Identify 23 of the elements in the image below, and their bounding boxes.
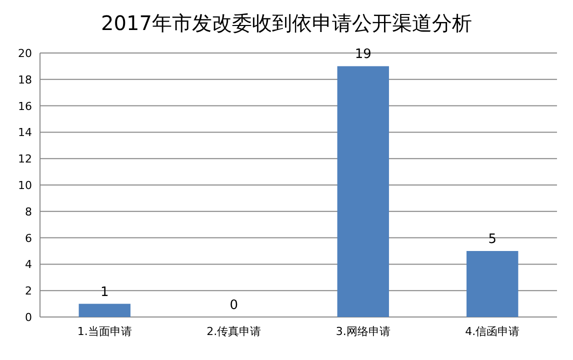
y-tick-label: 6 <box>25 232 32 245</box>
data-label: 19 <box>354 47 372 62</box>
y-tick-label: 8 <box>25 205 32 218</box>
y-tick-label: 2 <box>25 284 32 298</box>
y-tick-label: 4 <box>25 258 32 272</box>
y-tick-label: 10 <box>18 179 32 192</box>
y-tick-label: 16 <box>18 100 32 113</box>
data-label: 0 <box>230 298 238 313</box>
bar <box>337 66 389 317</box>
x-tick-label: 2.传真申请 <box>206 325 262 338</box>
y-tick-label: 20 <box>18 47 32 60</box>
bar <box>78 304 130 317</box>
y-tick-label: 18 <box>18 73 32 86</box>
y-tick-label: 0 <box>25 311 32 324</box>
x-tick-label: 1.当面申请 <box>77 325 132 338</box>
x-tick-label: 3.网络申请 <box>336 325 390 338</box>
y-tick-label: 14 <box>18 126 32 140</box>
y-tick-label: 12 <box>18 152 32 166</box>
data-label: 5 <box>488 232 497 247</box>
x-tick-label: 4.信函申请 <box>465 325 520 338</box>
chart-title: 2017年市发改委收到依申请公开渠道分析 <box>101 11 472 35</box>
data-label: 1 <box>100 284 109 300</box>
bar <box>466 251 518 317</box>
